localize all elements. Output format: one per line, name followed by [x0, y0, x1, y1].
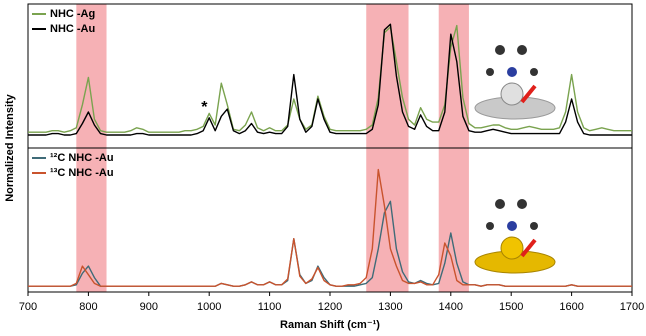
x-tick-label: 700 [19, 301, 37, 313]
x-tick-label: 1100 [258, 301, 282, 313]
legend-label: ¹³C NHC -Au [50, 167, 114, 179]
nitrogen-atom [507, 67, 517, 77]
x-tick-label: 1400 [439, 301, 463, 313]
x-tick-label: 800 [79, 301, 97, 313]
legend-label: NHC -Ag [50, 8, 95, 20]
carbon-atom [530, 68, 538, 76]
y-axis-label: Normalized Intensity [4, 93, 16, 201]
x-tick-label: 1000 [197, 301, 221, 313]
nitrogen-atom [507, 221, 517, 231]
carbon-atom [530, 222, 538, 230]
arrow [520, 238, 537, 258]
spectrum-line [28, 23, 632, 136]
x-tick-label: 900 [140, 301, 158, 313]
gold-atom [500, 236, 524, 260]
carbon-atom [486, 222, 494, 230]
silver-atom [500, 82, 524, 106]
spectrum-line [28, 200, 632, 287]
x-tick-label: 1200 [318, 301, 342, 313]
carbon-atom [517, 45, 527, 55]
x-tick-label: 1300 [378, 301, 402, 313]
spectrum-line [28, 24, 632, 133]
background-layer [76, 4, 469, 292]
x-tick-label: 1700 [620, 301, 644, 313]
annotation: * [201, 99, 208, 116]
spectrum-line [28, 168, 632, 287]
legend-label: NHC -Au [50, 23, 95, 35]
molecule-illustrations [474, 45, 556, 274]
carbon-atom [486, 68, 494, 76]
carbon-atom [495, 199, 505, 209]
legend-label: ¹²C NHC -Au [50, 152, 114, 164]
carbon-atom [517, 199, 527, 209]
x-tick-label: 1600 [559, 301, 583, 313]
arrow [520, 84, 537, 104]
plot-frame [27, 3, 633, 149]
x-tick-label: 1500 [499, 301, 523, 313]
x-axis-label: Raman Shift (cm⁻¹) [280, 319, 380, 331]
carbon-atom [495, 45, 505, 55]
highlight-band [438, 4, 469, 148]
